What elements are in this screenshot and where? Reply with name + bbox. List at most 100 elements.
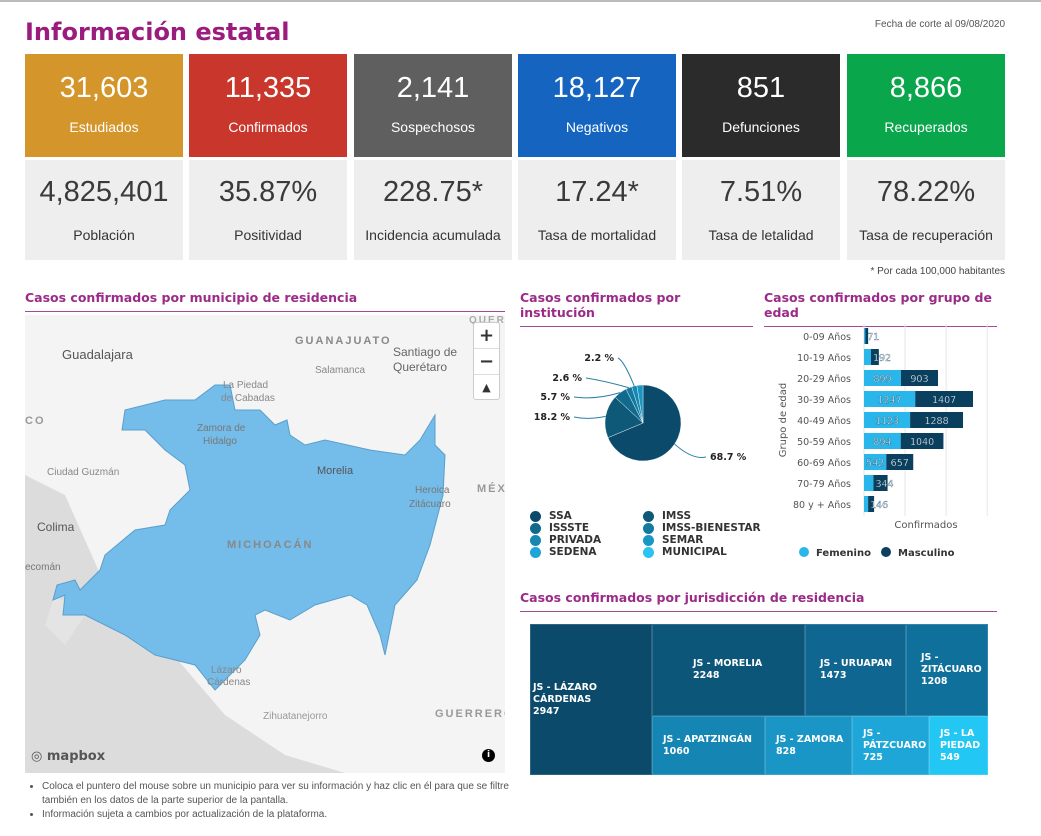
map-place-label: GUANAJUATO: [295, 335, 392, 347]
bar-masculino[interactable]: [886, 454, 914, 470]
legend-item[interactable]: SEMAR: [643, 534, 703, 546]
bar-femenino[interactable]: [864, 454, 887, 470]
treemap-cell[interactable]: JS - LA PIEDAD 549: [929, 716, 988, 775]
bar-data-label: 1288: [924, 416, 948, 427]
bar-masculino[interactable]: [900, 433, 944, 449]
cell-name: JS - APATZINGÁN: [663, 733, 752, 745]
municipality-map[interactable]: GUANAJUATO Guadalajara Santiago de Querétar…: [25, 315, 505, 773]
bar-masculino[interactable]: [868, 496, 875, 512]
legend-label: IMSS-BIENESTAR: [662, 522, 761, 534]
legend-dot-icon: [530, 510, 541, 522]
bar-femenino[interactable]: [864, 370, 901, 386]
note-item: Información sujeta a cambios por actuali…: [42, 808, 510, 822]
bar-femenino[interactable]: [864, 349, 871, 365]
bar-data-label: 1123: [875, 416, 899, 427]
treemap-cell[interactable]: JS - LÁZARO CÁRDENAS 2947: [530, 624, 652, 775]
map-place-label: Heroica: [415, 485, 450, 496]
summary-card[interactable]: 2,141 Sospechosos: [354, 54, 512, 157]
cell-value: 725: [863, 751, 883, 763]
legend-item[interactable]: IMSS: [643, 510, 691, 522]
treemap-cell[interactable]: JS - ZAMORA 828: [765, 716, 852, 775]
bar-masculino[interactable]: [873, 475, 888, 491]
legend-label: SEMAR: [662, 534, 704, 546]
bar-data-label: 344: [875, 479, 893, 490]
bar-femenino[interactable]: [864, 433, 901, 449]
pie-data-label: 2.2 %: [584, 353, 614, 364]
bar-femenino[interactable]: [864, 391, 916, 407]
pie-leader-line: [573, 392, 621, 399]
map-place-label: MÉXI: [477, 483, 505, 495]
map-place-label: Lázaro: [211, 665, 242, 676]
legend-item[interactable]: PRIVADA: [530, 534, 601, 546]
treemap-cell[interactable]: JS - APATZINGÁN 1060: [652, 716, 765, 775]
summary-card[interactable]: 18,127 Negativos: [518, 54, 676, 157]
stat-card: 17.24* Tasa de mortalidad: [518, 160, 676, 260]
card-value: 18,127: [552, 72, 642, 104]
bar-masculino[interactable]: [910, 412, 964, 428]
pie-leader-line: [573, 415, 606, 419]
bar-data-label: 542: [866, 458, 884, 469]
card-value: 31,603: [59, 72, 149, 104]
legend-label: ISSSTE: [549, 522, 589, 534]
zoom-out-button[interactable]: −: [474, 349, 499, 375]
cell-name: JS - PÁTZCUARO: [863, 727, 927, 751]
map-place-label: Salamanca: [315, 365, 366, 376]
footnote: * Por cada 100,000 habitantes: [870, 266, 1005, 277]
pie-leader-line: [585, 377, 629, 389]
stat-label: Incidencia acumulada: [365, 227, 501, 243]
category-tick-label: 20-29 Años: [797, 374, 851, 385]
legend-label[interactable]: Masculino: [898, 548, 955, 559]
bar-data-label: 1247: [878, 395, 902, 406]
summary-card[interactable]: 31,603 Estudiados: [25, 54, 183, 157]
card-label: Defunciones: [722, 119, 800, 135]
treemap-cell[interactable]: JS - URUAPAN 1473: [805, 624, 906, 716]
pie-data-label: 2.6 %: [552, 373, 582, 384]
card-label: Recuperados: [884, 119, 968, 135]
stat-label: Tasa de recuperación: [859, 227, 993, 243]
cell-name: JS - LÁZARO CÁRDENAS: [533, 681, 597, 705]
cell-value: 828: [776, 745, 796, 757]
map-canvas[interactable]: [25, 315, 505, 773]
ocean-area: [25, 475, 345, 773]
bar-femenino[interactable]: [864, 475, 874, 491]
stat-card: 4,825,401 Población: [25, 160, 183, 260]
land-shape: [45, 595, 85, 645]
legend-item[interactable]: SEDENA: [530, 546, 597, 558]
summary-card[interactable]: 8,866 Recuperados: [847, 54, 1005, 157]
legend-dot-icon: [530, 522, 541, 534]
bar-femenino[interactable]: [864, 496, 869, 512]
summary-card[interactable]: 851 Defunciones: [682, 54, 840, 157]
pie-slice[interactable]: [604, 396, 644, 438]
compass-button[interactable]: ▲: [482, 381, 491, 394]
treemap-cell[interactable]: JS - ZITÁCUARO 1208: [906, 624, 988, 716]
jurisdiction-section-title: Casos confirmados por jurisdicción de re…: [520, 590, 997, 612]
treemap-cell[interactable]: JS - PÁTZCUARO 725: [852, 716, 929, 775]
bar-femenino[interactable]: [864, 412, 911, 428]
legend-item[interactable]: MUNICIPAL: [643, 546, 727, 558]
legend-item[interactable]: SSA: [530, 510, 572, 522]
legend-item[interactable]: ISSSTE: [530, 522, 589, 534]
info-icon[interactable]: i: [482, 749, 495, 762]
bar-masculino[interactable]: [900, 370, 939, 386]
age-section-title: Casos confirmados por grupo de edad: [764, 290, 997, 327]
stat-card: 78.22% Tasa de recuperación: [847, 160, 1005, 260]
pie-slice[interactable]: [636, 384, 644, 424]
legend-label: SSA: [549, 510, 572, 522]
legend-label[interactable]: Femenino: [816, 548, 871, 559]
map-place-label: Ciudad Guzmán: [47, 467, 120, 478]
summary-card[interactable]: 11,335 Confirmados: [189, 54, 347, 157]
map-notes: Coloca el puntero del mouse sobre un mun…: [30, 780, 510, 822]
zoom-in-button[interactable]: +: [474, 323, 499, 349]
bar-data-label: 894: [873, 437, 891, 448]
bar-masculino[interactable]: [915, 391, 973, 407]
bar-masculino[interactable]: [865, 328, 869, 344]
category-tick-label: 10-19 Años: [797, 353, 851, 364]
bar-femenino[interactable]: [864, 328, 866, 344]
michoacan-region[interactable]: [52, 384, 446, 691]
bar-masculino[interactable]: [870, 349, 879, 365]
treemap-cell[interactable]: JS - MORELIA 2248: [652, 624, 805, 716]
legend-item[interactable]: IMSS-BIENESTAR: [643, 522, 761, 534]
card-value: 2,141: [396, 72, 470, 104]
mapbox-logo[interactable]: ◎ mapbox: [31, 749, 106, 764]
bar-data-label: 192: [873, 353, 891, 364]
